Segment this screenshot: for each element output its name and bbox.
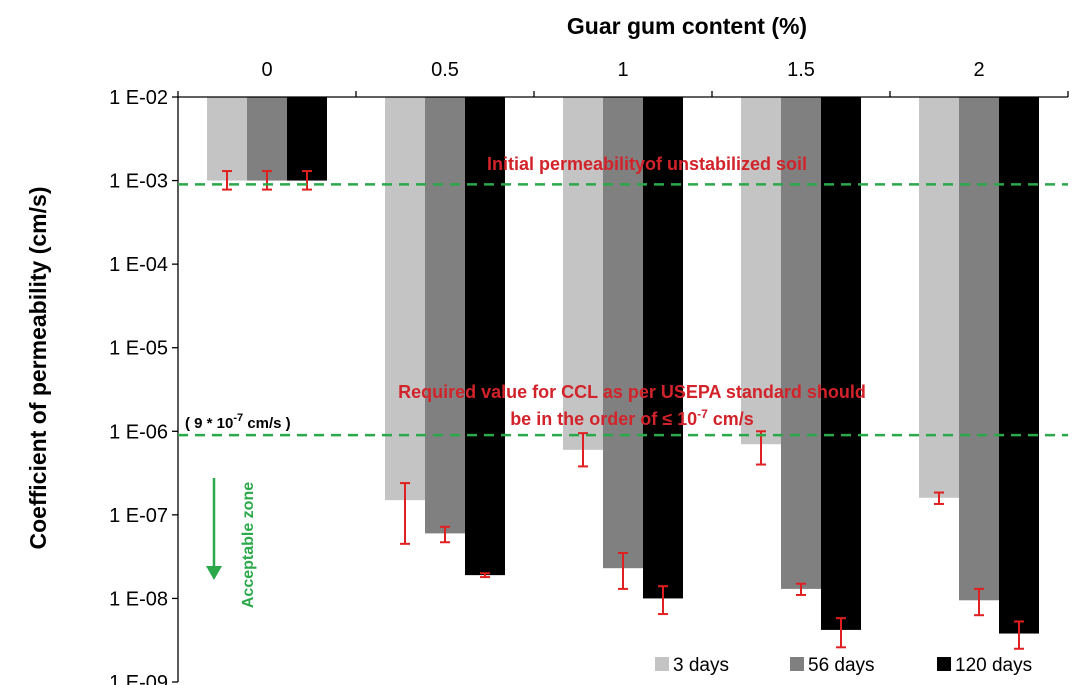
y-tick-label: 1 E-04 xyxy=(109,254,168,276)
usepa-line2-text: be in the order of ≤ 10 xyxy=(510,409,697,429)
x-tick-label: 0 xyxy=(261,59,272,81)
y-tick-label: 1 E-07 xyxy=(109,505,168,527)
bar-3-days-0.5 xyxy=(385,97,425,501)
legend-swatch-56-days xyxy=(790,657,804,671)
y-tick-label: 1 E-06 xyxy=(109,421,168,443)
bar-3-days-1.5 xyxy=(741,97,781,445)
bar-120-days-0.5 xyxy=(465,97,505,576)
usepa-line2-exponent: -7 xyxy=(697,407,708,421)
y-tick-label: 1 E-05 xyxy=(109,338,168,360)
bar-56-days-1.5 xyxy=(781,97,821,589)
x-tick-label: 1 xyxy=(617,59,628,81)
x-tick-label: 0.5 xyxy=(431,59,459,81)
bar-56-days-1 xyxy=(603,97,643,569)
ref-label-exponent: -7 xyxy=(233,412,243,424)
x-tick-label: 1.5 xyxy=(787,59,815,81)
bar-56-days-0 xyxy=(247,97,287,181)
legend-swatch-120-days xyxy=(937,657,951,671)
legend-swatch-3-days xyxy=(655,657,669,671)
y-tick-label: 1 E-03 xyxy=(109,171,168,193)
ref-label-unit: cm/s ) xyxy=(243,415,291,432)
legend-label-3-days: 3 days xyxy=(673,655,729,676)
x-tick-label: 2 xyxy=(973,59,984,81)
ref-value-label: ( 9 * 10-7 cm/s ) xyxy=(185,412,291,432)
bar-120-days-2 xyxy=(999,97,1039,634)
y-tick-label: 1 E-08 xyxy=(109,588,168,610)
bar-56-days-2 xyxy=(959,97,999,601)
usepa-line2-unit: cm/s xyxy=(708,409,754,429)
usepa-annotation-line2: be in the order of ≤ 10-7 cm/s xyxy=(510,407,754,429)
y-tick-label: 1 E-09 xyxy=(109,672,168,685)
acceptable-zone-arrowhead xyxy=(206,566,222,580)
y-axis-title: Coefficient of permeability (cm/s) xyxy=(25,187,51,550)
usepa-annotation-line1: Required value for CCL as per USEPA stan… xyxy=(398,382,866,402)
acceptable-zone-label: Acceptable zone xyxy=(240,482,257,608)
x-axis-title: Guar gum content (%) xyxy=(567,13,807,39)
bar-120-days-0 xyxy=(287,97,327,181)
bar-3-days-0 xyxy=(207,97,247,181)
initial-permeability-label: Initial permeabilityof unstabilized soil xyxy=(487,154,807,174)
ref-label-text: ( 9 * 10 xyxy=(185,415,233,432)
y-tick-label: 1 E-02 xyxy=(109,87,168,109)
bar-3-days-1 xyxy=(563,97,603,450)
legend: 3 days 56 days 120 days xyxy=(655,655,1032,676)
bar-120-days-1 xyxy=(643,97,683,599)
bar-56-days-0.5 xyxy=(425,97,465,534)
legend-label-120-days: 120 days xyxy=(955,655,1032,676)
legend-label-56-days: 56 days xyxy=(808,655,875,676)
bar-3-days-2 xyxy=(919,97,959,498)
bar-120-days-1.5 xyxy=(821,97,861,630)
